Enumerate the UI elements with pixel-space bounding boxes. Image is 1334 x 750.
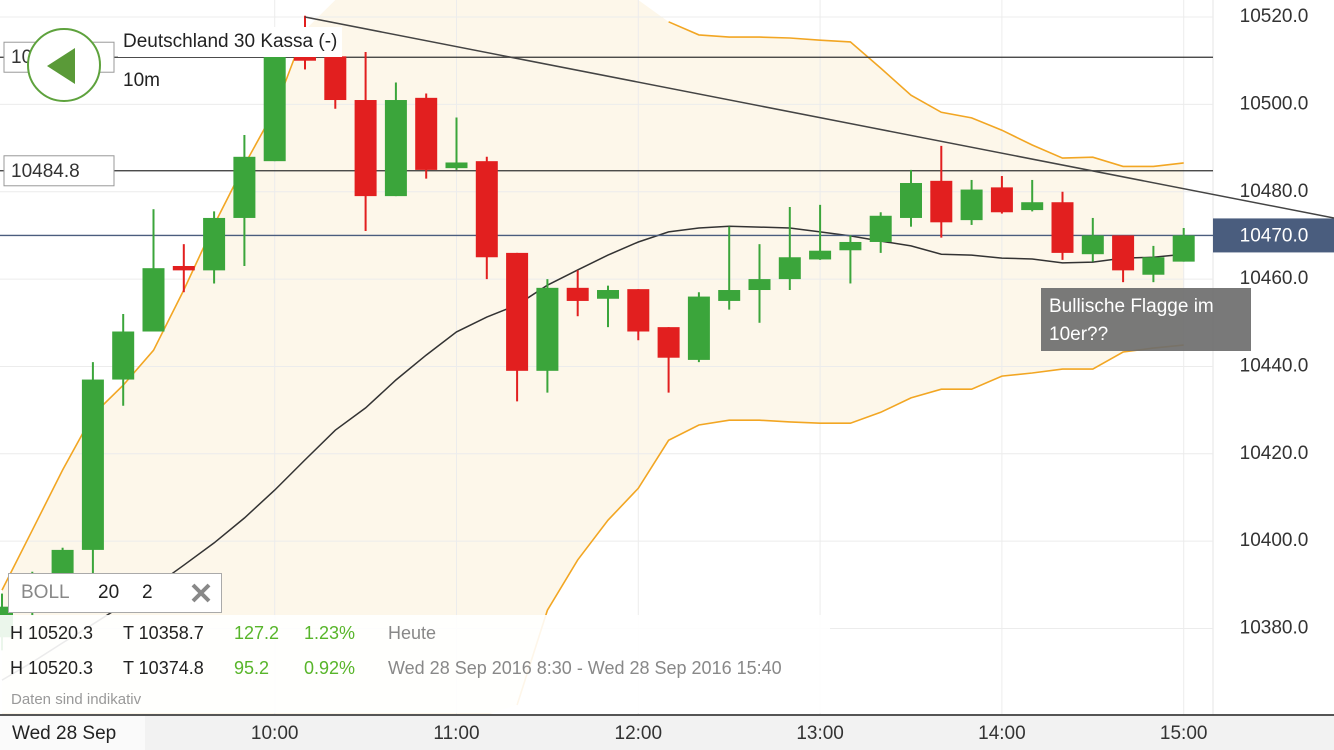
stat-high: H 10520.3 [10, 623, 94, 643]
stat-percent: 1.23% [304, 623, 356, 643]
candle-body [324, 56, 347, 101]
candle-body [1142, 257, 1165, 275]
chart-title: Deutschland 30 Kassa (-) [123, 31, 338, 52]
price-label: 10470.0 [1240, 225, 1309, 246]
candle-body [1021, 202, 1044, 211]
candle-body [203, 217, 226, 271]
candle-body [657, 327, 680, 358]
back-icon [47, 48, 75, 84]
annotation: Bullische Flagge im 10er?? [1041, 288, 1251, 351]
candle-body [384, 100, 407, 197]
candle-body [415, 97, 438, 170]
x-tick-label: 10:00 [251, 723, 299, 744]
candle-body [687, 296, 710, 360]
candle-body [778, 257, 801, 280]
y-tick-label: 10440.0 [1240, 355, 1309, 376]
y-tick-label: 10500.0 [1240, 93, 1309, 114]
y-tick-label: 10460.0 [1240, 268, 1309, 289]
y-tick-label: 10380.0 [1240, 618, 1309, 639]
indicator-name: BOLL [21, 582, 70, 603]
band-lower [516, 344, 1184, 706]
candle-body [172, 265, 195, 271]
candle-body [294, 56, 316, 61]
candle-body [990, 187, 1013, 213]
candle-body [566, 287, 589, 301]
candle-body [81, 379, 104, 550]
x-tick-label: 11:00 [433, 723, 479, 744]
candle-body [112, 331, 135, 380]
candle-body [900, 183, 922, 218]
x-tick-label: 14:00 [978, 723, 1026, 744]
band-fill [2, 0, 1184, 715]
stat-period: Heute [388, 623, 437, 643]
y-tick-label: 10520.0 [1240, 6, 1309, 27]
hline-label-box [3, 155, 115, 187]
x-tick-label: 12:00 [615, 723, 663, 744]
data-note: Daten sind indikativ [11, 691, 142, 708]
candle-body [1051, 202, 1074, 253]
candle-body [536, 287, 559, 371]
candle-body [869, 215, 892, 242]
candle-body [1112, 235, 1135, 271]
y-tick-label: 10480.0 [1240, 181, 1309, 202]
stat-change: 95.2 [234, 658, 270, 678]
close-indicator[interactable] [189, 581, 213, 605]
indicator-period: 20 [98, 582, 120, 603]
stat-percent: 0.92% [304, 658, 356, 678]
indicator-box: BOLL 20 2 [8, 573, 222, 613]
trendline [304, 16, 1334, 219]
date-label: Wed 28 Sep [12, 723, 117, 744]
candle-body [142, 268, 165, 332]
candle-body [960, 189, 983, 221]
candle-body [748, 279, 771, 291]
candle-body [506, 252, 529, 371]
stats-panel: H 10520.3 T 10358.7 127.2 1.23% Heute H … [0, 615, 830, 713]
hline-label: 10484.8 [11, 161, 80, 182]
candle-body [475, 161, 498, 258]
date-label-box: Wed 28 Sep [0, 716, 145, 750]
candle-body [445, 162, 468, 169]
interval: 10m [123, 70, 160, 91]
indicator-deviation: 2 [142, 582, 153, 603]
price-label-box [1213, 218, 1334, 253]
y-tick-label: 10400.0 [1240, 530, 1309, 551]
x-axis-bar [0, 715, 1334, 750]
band-upper [1, 21, 1184, 591]
title-box: Deutschland 30 Kassa (-) [118, 27, 343, 57]
candle-body [809, 250, 832, 260]
stat-high: H 10520.3 [10, 658, 94, 678]
stat-low: T 10358.7 [123, 623, 204, 643]
candle-body [930, 180, 953, 223]
candle-body [839, 241, 862, 251]
back-button[interactable] [27, 28, 101, 102]
stat-low: T 10374.8 [123, 658, 204, 678]
x-tick-label: 15:00 [1160, 723, 1208, 744]
y-tick-label: 10420.0 [1240, 443, 1309, 464]
candle-body [1081, 235, 1104, 255]
candle-body [718, 290, 741, 301]
x-tick-label: 13:00 [796, 723, 844, 744]
candle-body [1172, 235, 1195, 262]
candle-body [263, 56, 286, 162]
candle-body [233, 156, 256, 218]
candle-body [354, 100, 377, 197]
candle-body [597, 290, 619, 299]
stat-change: 127.2 [234, 623, 280, 643]
stat-period: Wed 28 Sep 2016 8:30 - Wed 28 Sep 2016 1… [388, 658, 782, 678]
band-middle [1, 225, 1184, 681]
candle-body [627, 289, 650, 332]
